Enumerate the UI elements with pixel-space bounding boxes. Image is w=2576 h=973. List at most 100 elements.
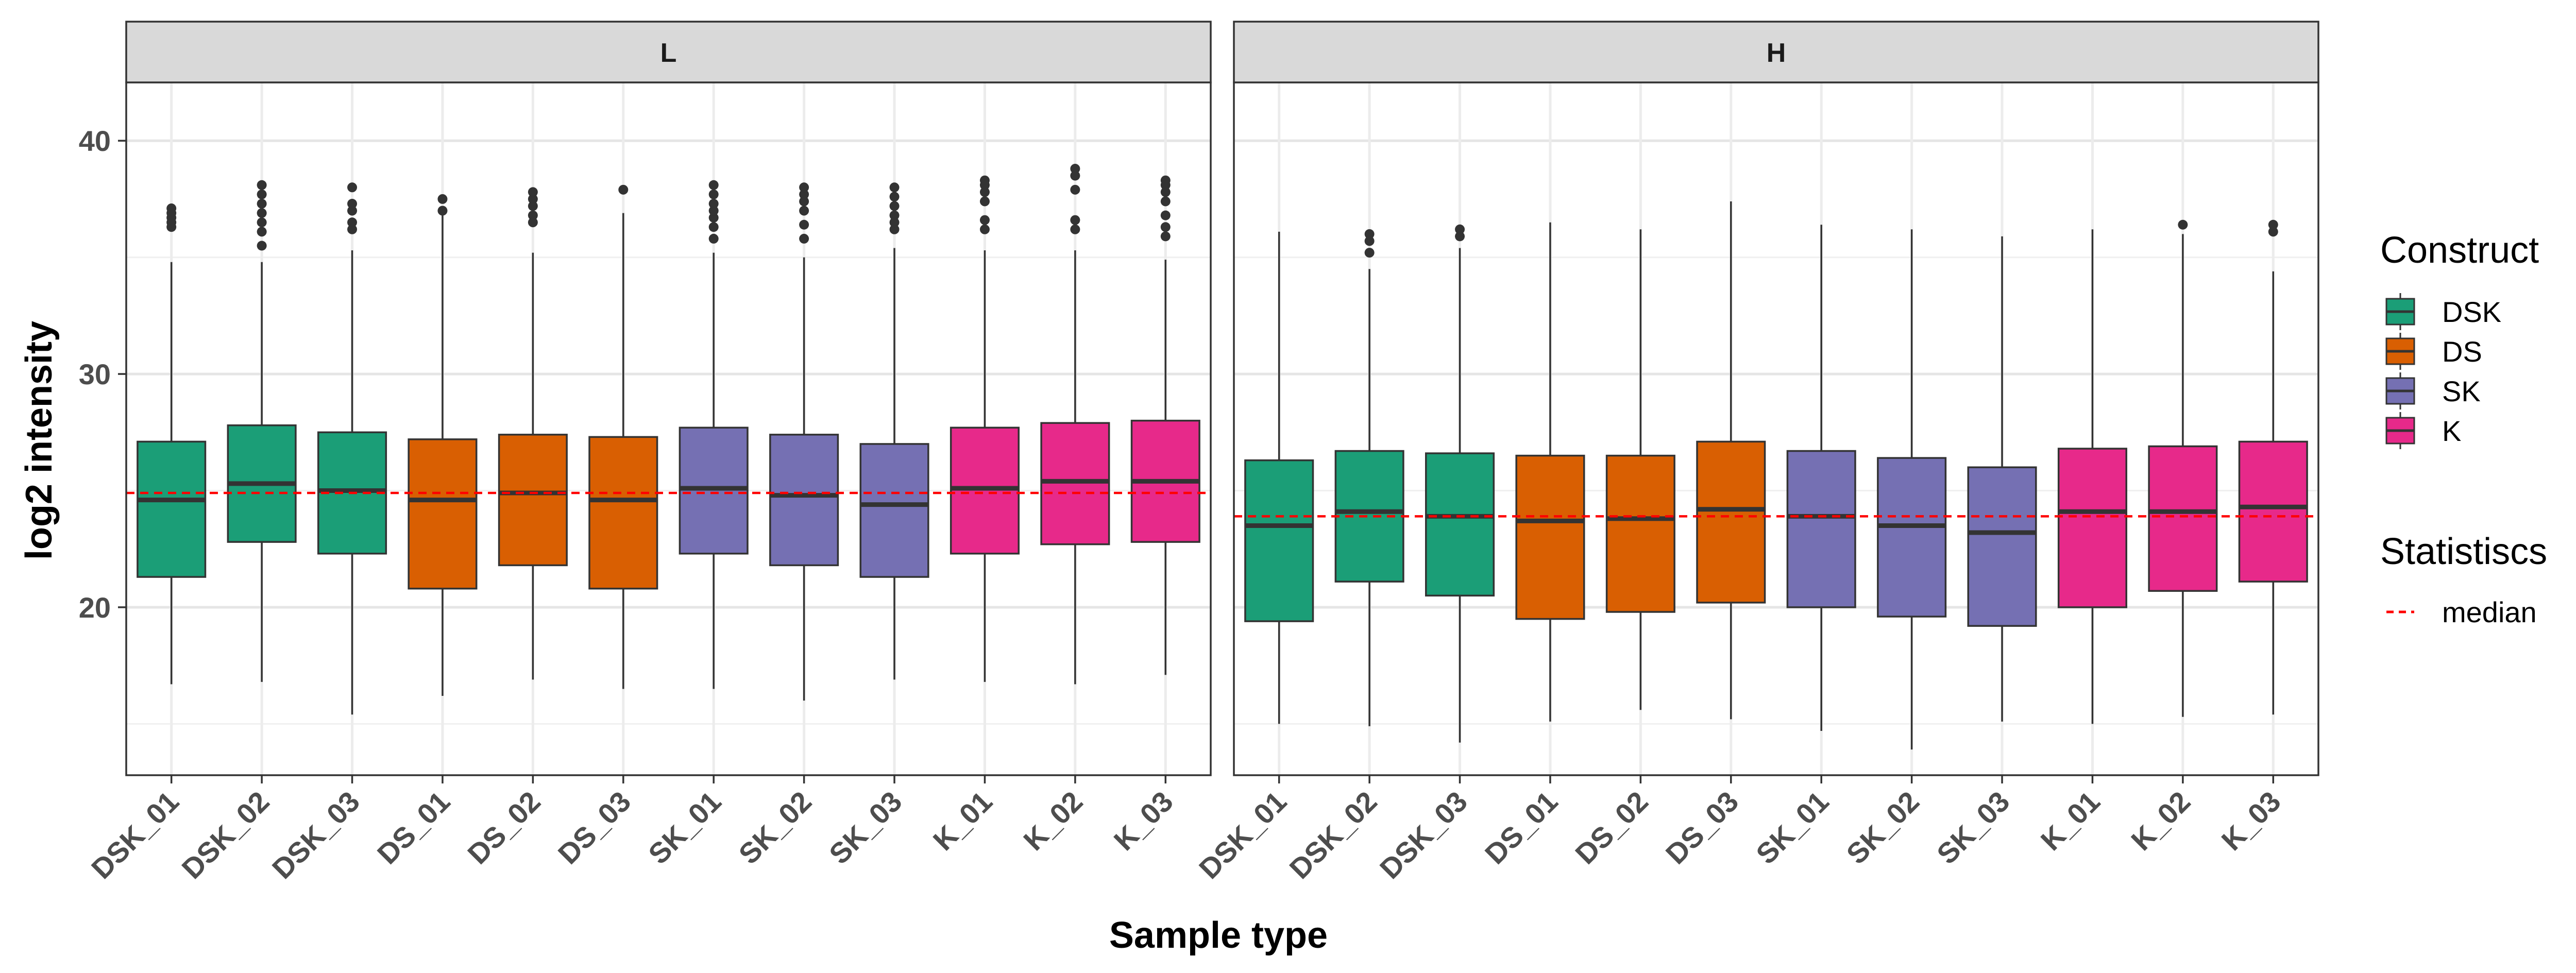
legend-item-K: K <box>2385 412 2461 449</box>
outlier-point <box>257 198 267 209</box>
x-tick-label: DSK_01 <box>85 785 185 885</box>
x-tick-label: K_01 <box>927 785 998 857</box>
legend-item-label: SK <box>2442 375 2481 407</box>
legend: Construct DSK DS SK K Statistiscs median <box>2380 230 2547 628</box>
y-tick-label: 40 <box>79 125 111 157</box>
x-tick-label: K_03 <box>1108 785 1179 857</box>
x-tick-label: SK_03 <box>823 785 908 870</box>
x-tick-label: DS_01 <box>371 785 456 870</box>
box-DS_01 <box>408 194 478 696</box>
box-iqr <box>950 426 1020 555</box>
box-iqr <box>1244 459 1314 622</box>
x-tick-label: DSK_02 <box>1283 785 1383 885</box>
outlier-point <box>708 213 719 223</box>
outlier-point <box>889 192 900 202</box>
panel-background <box>1234 82 2318 775</box>
y-tick-label: 30 <box>79 358 111 390</box>
facet-strip <box>125 21 1212 83</box>
box-DSK_01 <box>137 203 207 685</box>
legend-item-DS: DS <box>2385 333 2482 370</box>
outlier-point <box>708 180 719 190</box>
box-K_01 <box>2057 229 2127 724</box>
outlier-point <box>528 194 538 204</box>
box-DSK_01 <box>1244 231 1314 724</box>
outlier-point <box>1364 229 1375 239</box>
x-tick-label: DSK_02 <box>175 785 275 885</box>
x-tick-label: DS_03 <box>1659 785 1745 870</box>
outlier-point <box>889 182 900 193</box>
legend-stat-title: Statistiscs <box>2380 531 2547 572</box>
outlier-point <box>528 217 538 228</box>
panel-H: H <box>1233 21 2319 776</box>
x-tick-label: SK_01 <box>642 785 727 870</box>
box-iqr <box>1515 454 1585 620</box>
legend-item-label: K <box>2442 415 2461 447</box>
x-tick-label: K_02 <box>1017 785 1089 857</box>
box-iqr <box>2238 440 2308 583</box>
outlier-point <box>257 227 267 237</box>
outlier-point <box>979 224 990 234</box>
outlier-point <box>166 203 177 214</box>
facet-strip <box>1233 21 2319 83</box>
legend-fill-keys: DSK DS SK K <box>2385 293 2501 449</box>
box-iqr <box>137 440 207 578</box>
outlier-point <box>799 196 809 207</box>
box-K_03 <box>1130 175 1200 675</box>
facet-strip-label: L <box>660 38 677 68</box>
outlier-point <box>528 201 538 211</box>
x-tick-label: SK_03 <box>1930 785 2016 870</box>
box-SK_01 <box>1786 225 1856 731</box>
outlier-point <box>1160 175 1171 185</box>
x-tick-label: DSK_01 <box>1193 785 1293 885</box>
box-SK_01 <box>679 180 749 689</box>
outlier-point <box>437 206 448 216</box>
x-tick-label: DS_02 <box>461 785 547 870</box>
outlier-point <box>708 233 719 244</box>
x-tick-label: DS_01 <box>1479 785 1564 870</box>
y-axis: 20 30 40 <box>79 125 126 624</box>
box-iqr <box>2057 448 2127 608</box>
box-K_02 <box>1040 164 1110 685</box>
outlier-point <box>257 241 267 251</box>
box-iqr <box>588 436 658 590</box>
outlier-point <box>347 206 358 216</box>
outlier-point <box>1070 184 1080 195</box>
box-DS_02 <box>1605 229 1675 710</box>
box-DS_03 <box>1696 201 1766 720</box>
outlier-point <box>889 201 900 211</box>
box-iqr <box>1605 454 1675 613</box>
outlier-point <box>347 217 358 228</box>
box-iqr <box>1425 452 1495 597</box>
box-iqr <box>769 434 839 567</box>
outlier-point <box>257 217 267 228</box>
outlier-point <box>799 233 809 244</box>
outlier-point <box>979 187 990 197</box>
outlier-point <box>799 206 809 216</box>
outlier-point <box>1160 187 1171 197</box>
x-tick-label: SK_02 <box>1840 785 1925 870</box>
box-SK_02 <box>1877 229 1947 750</box>
outlier-point <box>347 224 358 234</box>
outlier-point <box>889 217 900 228</box>
panel-background <box>126 82 1211 775</box>
box-iqr <box>498 434 568 567</box>
outlier-point <box>708 198 719 209</box>
x-tick-label: K_03 <box>2215 785 2287 857</box>
outlier-point <box>708 222 719 232</box>
outlier-point <box>1160 196 1171 207</box>
outlier-point <box>799 182 809 193</box>
box-iqr <box>408 438 478 590</box>
outlier-point <box>618 184 629 195</box>
y-axis-title: log2 intensity <box>19 321 60 560</box>
outlier-point <box>437 194 448 204</box>
box-iqr <box>1967 466 2037 627</box>
x-axis-title: Sample type <box>1109 915 1328 956</box>
box-iqr <box>859 443 929 578</box>
box-iqr <box>2148 445 2218 592</box>
x-tick-label: DS_03 <box>552 785 637 870</box>
outlier-point <box>1364 248 1375 258</box>
outlier-point <box>257 189 267 199</box>
box-K_03 <box>2238 219 2308 715</box>
